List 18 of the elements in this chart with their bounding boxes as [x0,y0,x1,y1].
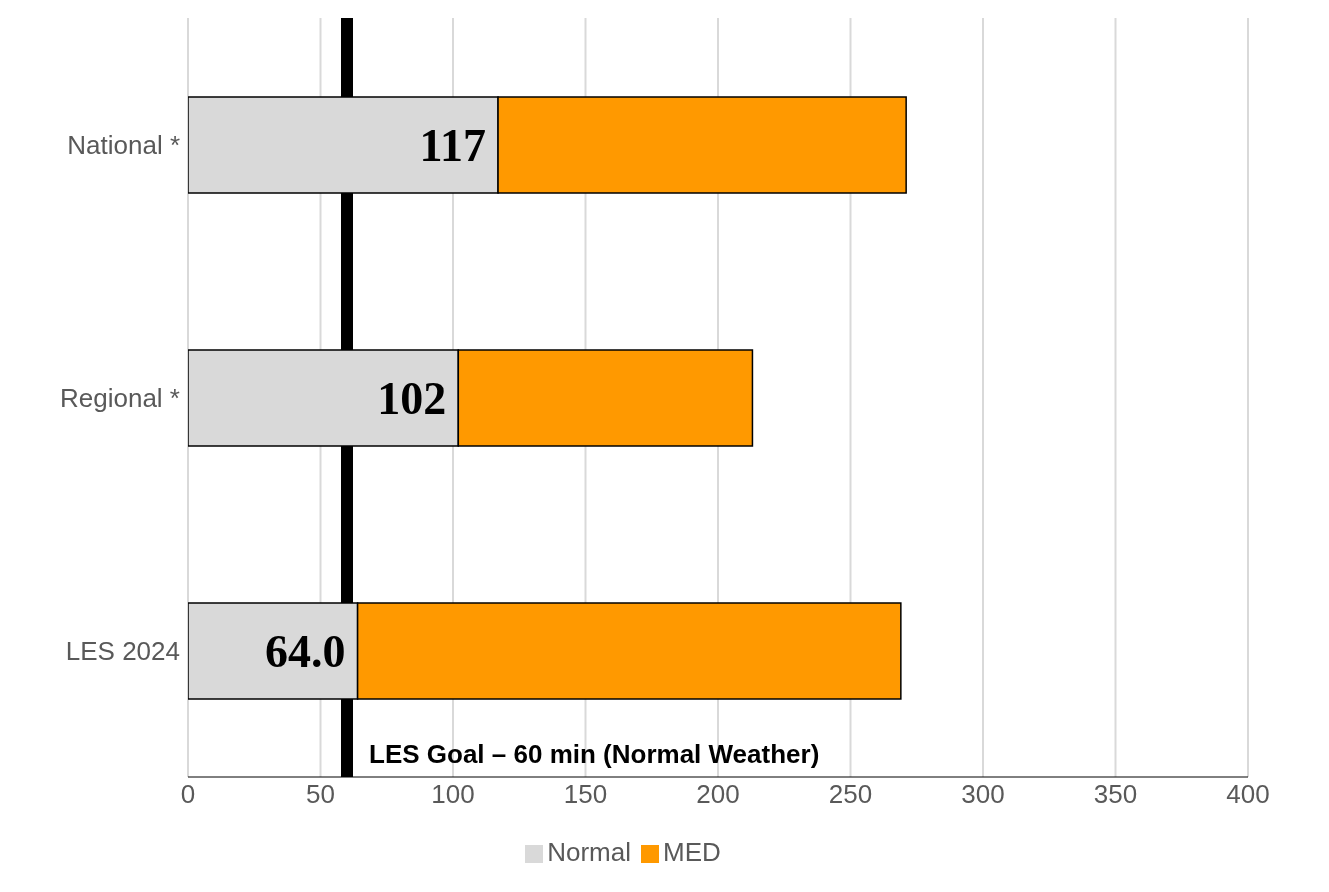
data-label: 117 [419,119,487,171]
x-tick-label: 50 [306,779,335,810]
y-tick-label: Regional * [60,382,180,413]
y-tick-label: LES 2024 [65,635,180,666]
x-tick-label: 300 [961,779,1005,810]
x-tick-label: 0 [180,779,196,810]
data-label: 64.0 [265,625,346,677]
ref-line-label: LES Goal – 60 min (Normal Weather) [369,739,820,769]
legend-label: Normal [547,837,631,867]
data-label: 102 [377,372,447,424]
legend-label: MED [663,837,721,867]
x-tick-label: 250 [828,779,873,810]
x-tick-label: 150 [563,779,608,810]
x-tick-label: 350 [1093,779,1138,810]
x-tick-label: 200 [696,779,740,810]
y-tick-label: National * [67,129,180,160]
x-tick-label: 400 [1226,779,1270,810]
x-tick-label: 100 [431,779,475,810]
